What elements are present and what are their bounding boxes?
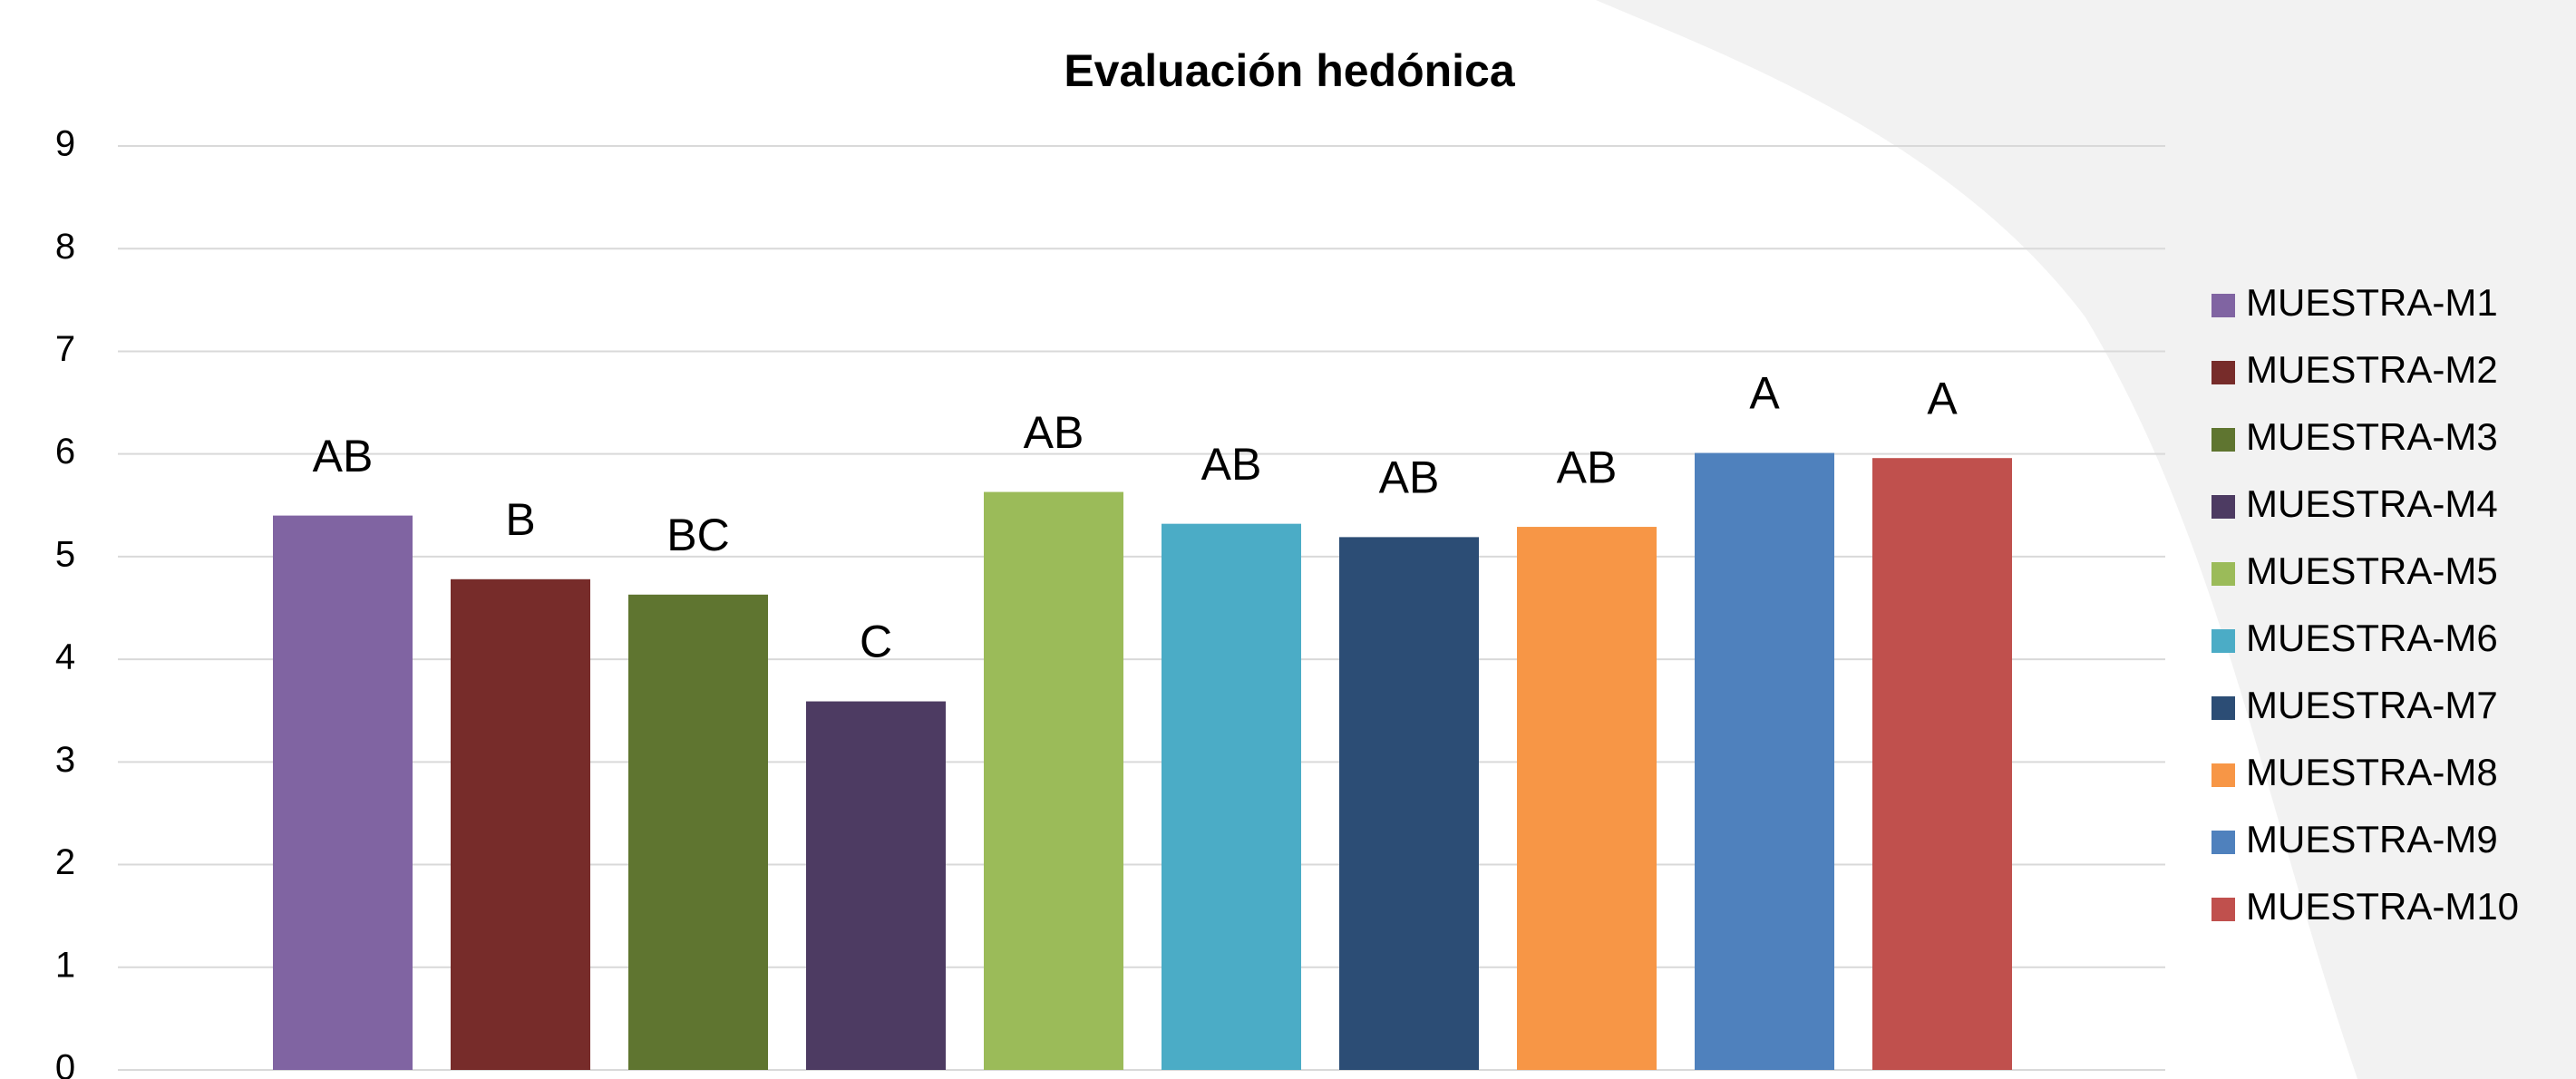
legend-swatch bbox=[2211, 898, 2235, 921]
bar-annotation: C bbox=[860, 617, 892, 667]
legend-swatch bbox=[2211, 361, 2235, 384]
legend-label: MUESTRA-M3 bbox=[2246, 415, 2498, 458]
legend-label: MUESTRA-M5 bbox=[2246, 549, 2498, 592]
legend-swatch bbox=[2211, 562, 2235, 586]
background-swoosh bbox=[1596, 0, 2576, 1079]
bar-annotation: AB bbox=[1201, 439, 1262, 490]
bar-annotation: AB bbox=[313, 431, 374, 481]
bar bbox=[273, 515, 413, 1070]
legend-label: MUESTRA-M1 bbox=[2246, 281, 2498, 324]
bar bbox=[1517, 527, 1657, 1070]
legend-label: MUESTRA-M7 bbox=[2246, 684, 2498, 726]
legend-label: MUESTRA-M4 bbox=[2246, 482, 2498, 525]
bar bbox=[1339, 537, 1479, 1070]
legend-label: MUESTRA-M6 bbox=[2246, 617, 2498, 659]
y-tick-label: 7 bbox=[55, 329, 75, 369]
legend-label: MUESTRA-M2 bbox=[2246, 348, 2498, 391]
bar-annotation: AB bbox=[1557, 442, 1618, 492]
y-tick-label: 1 bbox=[55, 945, 75, 985]
legend-swatch bbox=[2211, 763, 2235, 787]
y-tick-label: 2 bbox=[55, 842, 75, 882]
bar-annotation: B bbox=[505, 494, 535, 545]
bar bbox=[984, 491, 1123, 1070]
legend-swatch bbox=[2211, 629, 2235, 653]
bar bbox=[628, 594, 768, 1070]
bar bbox=[451, 578, 590, 1070]
legend-swatch bbox=[2211, 294, 2235, 317]
legend-label: MUESTRA-M10 bbox=[2246, 885, 2519, 928]
y-tick-label: 3 bbox=[55, 740, 75, 780]
legend-label: MUESTRA-M8 bbox=[2246, 751, 2498, 793]
y-tick-label: 4 bbox=[55, 637, 75, 677]
y-tick-label: 5 bbox=[55, 534, 75, 574]
bar-annotation: AB bbox=[1024, 407, 1084, 458]
y-tick-label: 6 bbox=[55, 432, 75, 471]
bar bbox=[1162, 523, 1301, 1070]
bar bbox=[1695, 452, 1834, 1071]
bar-annotation: A bbox=[1749, 368, 1780, 419]
bar-annotation: A bbox=[1927, 373, 1958, 423]
y-tick-label: 9 bbox=[55, 124, 75, 164]
legend-swatch bbox=[2211, 428, 2235, 452]
bar-annotation: AB bbox=[1379, 452, 1440, 503]
bar bbox=[1872, 458, 2012, 1070]
bar-annotation: BC bbox=[666, 510, 729, 560]
y-tick-label: 8 bbox=[55, 227, 75, 267]
y-tick-label: 0 bbox=[55, 1048, 75, 1079]
legend-swatch bbox=[2211, 696, 2235, 720]
legend-swatch bbox=[2211, 495, 2235, 519]
bar bbox=[806, 701, 946, 1070]
legend-swatch bbox=[2211, 831, 2235, 854]
chart-title: Evaluación hedónica bbox=[1064, 45, 1516, 96]
legend-label: MUESTRA-M9 bbox=[2246, 818, 2498, 860]
